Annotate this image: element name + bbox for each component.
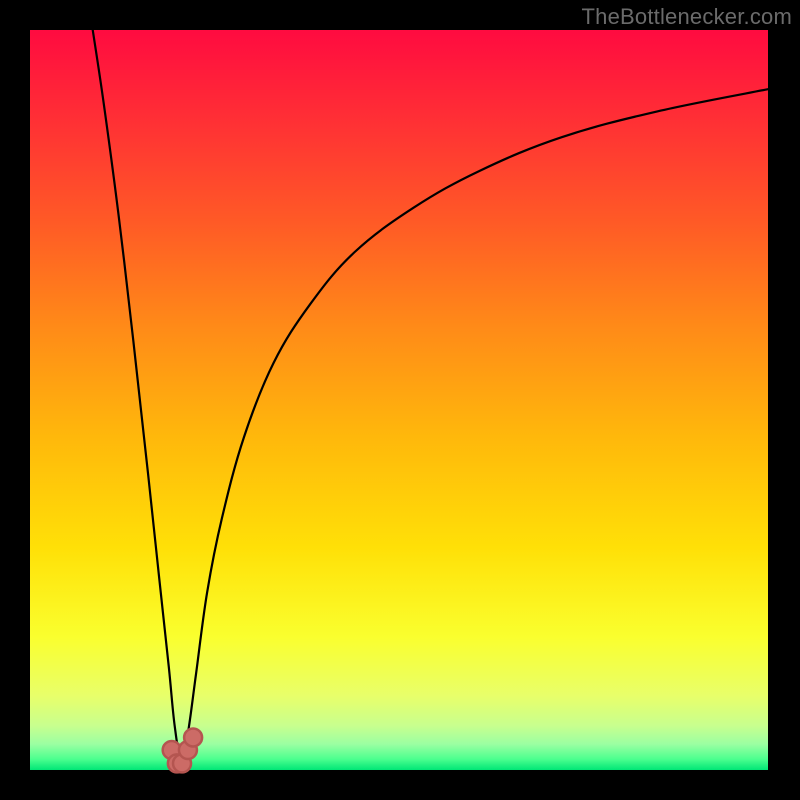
bottleneck-curve-chart [0, 0, 800, 800]
optimal-marker [184, 728, 202, 746]
chart-canvas: TheBottlenecker.com [0, 0, 800, 800]
watermark-text: TheBottlenecker.com [582, 4, 792, 30]
